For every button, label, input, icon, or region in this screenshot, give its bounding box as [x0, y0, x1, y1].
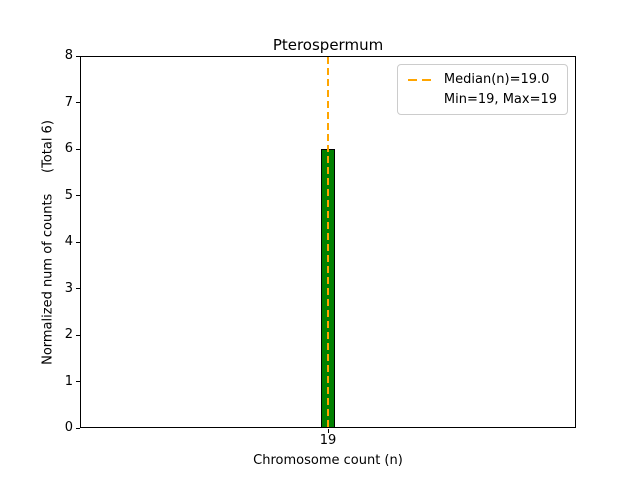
x-tick-label: 19	[319, 433, 337, 448]
x-axis-label: Chromosome count (n)	[253, 453, 403, 468]
y-tick-label: 8	[64, 48, 73, 63]
y-tick-label: 1	[64, 373, 73, 389]
y-tick-mark	[76, 288, 80, 289]
y-tick-mark	[76, 381, 80, 382]
chart-title: Pterospermum	[272, 36, 384, 54]
y-tick-mark	[76, 427, 80, 429]
median-line	[327, 57, 329, 427]
legend-entry-minmax: Min=19, Max=19	[408, 92, 557, 107]
legend-label-median: Median(n)=19.0	[443, 72, 550, 87]
y-tick-mark	[76, 55, 80, 57]
y-tick-label: 4	[64, 234, 73, 249]
y-tick-mark	[76, 195, 80, 196]
y-tick-label: 3	[64, 280, 73, 296]
y-tick-label: 2	[64, 327, 73, 342]
median-dashed-line-icon	[407, 78, 435, 81]
y-tick-mark	[76, 334, 80, 336]
y-tick-label: 6	[64, 141, 73, 156]
y-tick-mark	[76, 148, 80, 150]
y-tick-label: 7	[64, 94, 73, 110]
y-tick-label: 0	[64, 420, 73, 435]
legend: Median(n)=19.0 Min=19, Max=19	[396, 64, 568, 115]
y-tick-label: 5	[64, 187, 73, 203]
plot-area: Median(n)=19.0 Min=19, Max=19	[80, 56, 576, 428]
y-tick-mark	[76, 241, 80, 243]
legend-spacer	[408, 99, 435, 101]
y-tick-mark	[76, 102, 80, 103]
legend-label-minmax: Min=19, Max=19	[443, 92, 557, 107]
legend-entry-median: Median(n)=19.0	[407, 72, 557, 87]
x-tick-mark	[327, 429, 329, 433]
